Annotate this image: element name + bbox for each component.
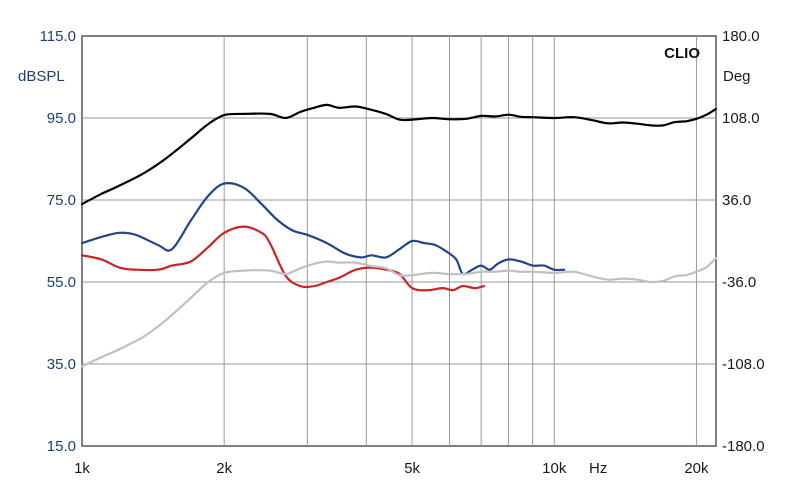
x-axis-unit: Hz xyxy=(589,460,607,477)
grey-curve xyxy=(80,257,718,368)
x-tick-label: 5k xyxy=(404,460,420,477)
right-tick-label: -36.0 xyxy=(722,274,756,291)
grid-lines xyxy=(82,36,716,446)
left-tick-label: 15.0 xyxy=(47,438,76,455)
x-tick-label: 1k xyxy=(74,460,90,477)
right-tick-label: 36.0 xyxy=(722,192,751,209)
left-tick-label: 55.0 xyxy=(47,274,76,291)
x-tick-label: 20k xyxy=(684,460,709,477)
right-axis-ticks: -180.0 -108.0 -36.0 36.0 108.0 180.0 xyxy=(722,28,765,455)
series-layer xyxy=(80,103,718,368)
blue-curve xyxy=(80,182,566,276)
left-tick-label: 75.0 xyxy=(47,192,76,209)
right-tick-label: 180.0 xyxy=(722,28,760,45)
clio-brand-label: CLIO xyxy=(664,45,700,62)
left-tick-label: 115.0 xyxy=(40,28,76,45)
x-tick-label: 2k xyxy=(216,460,232,477)
red-curve xyxy=(80,225,486,292)
plot-frame xyxy=(81,35,717,447)
left-axis-ticks: 15.0 35.0 55.0 75.0 95.0 115.0 xyxy=(40,28,76,455)
right-tick-label: -180.0 xyxy=(722,438,765,455)
right-axis-unit: Deg xyxy=(723,68,751,85)
left-axis-unit: dBSPL xyxy=(18,68,65,85)
black-curve xyxy=(80,103,718,206)
right-tick-label: -108.0 xyxy=(722,356,765,373)
left-tick-label: 35.0 xyxy=(47,356,76,373)
x-axis-ticks: 1k 2k 5k 10k 20k xyxy=(74,460,709,477)
plot-area xyxy=(81,35,717,447)
x-tick-label: 10k xyxy=(542,460,567,477)
right-tick-label: 108.0 xyxy=(722,110,760,127)
left-tick-label: 95.0 xyxy=(47,110,76,127)
